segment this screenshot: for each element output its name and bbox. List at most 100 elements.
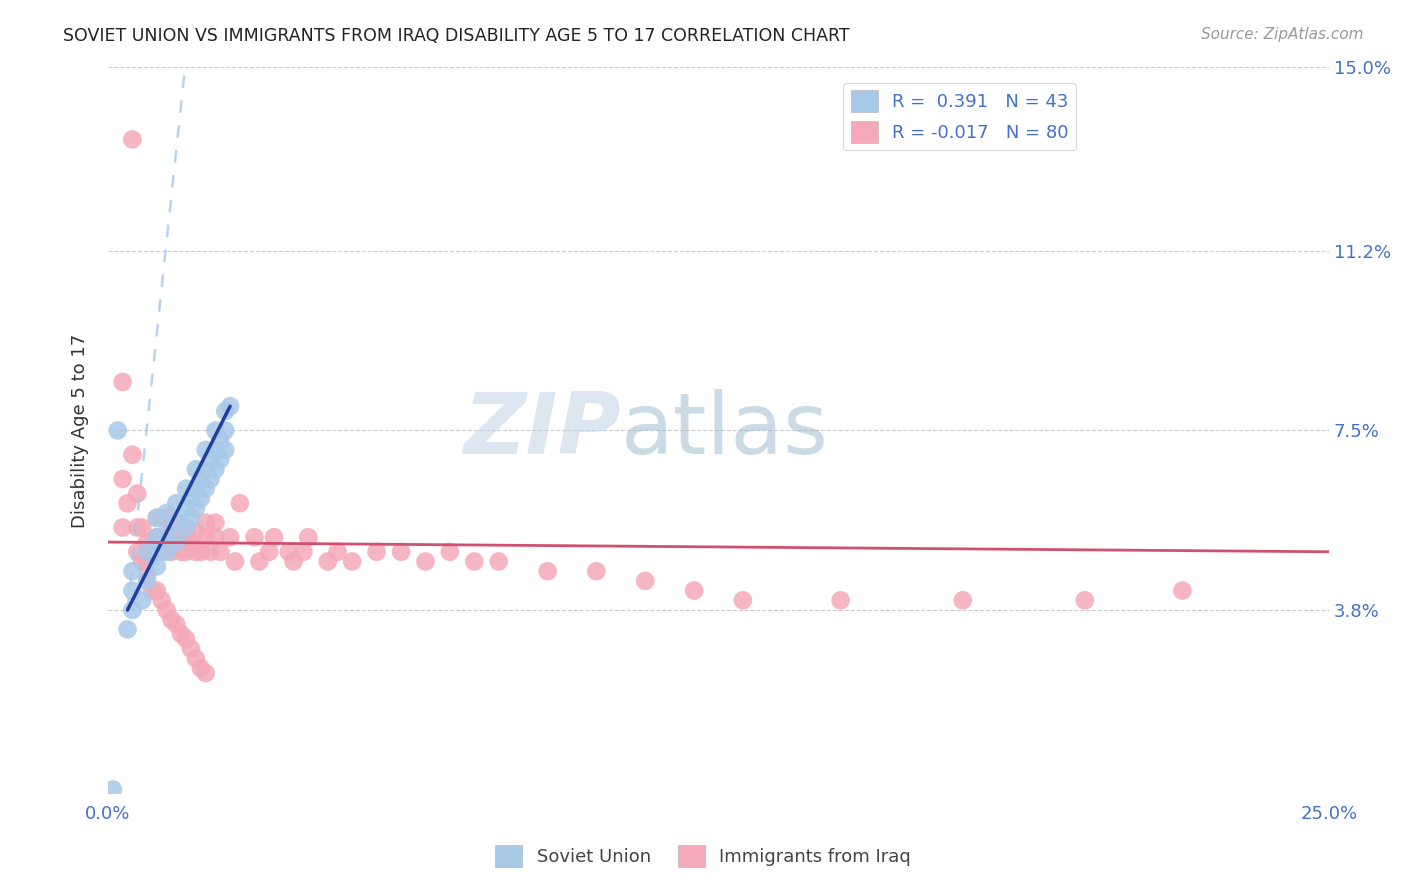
Point — [200, 472, 222, 486]
Point — [146, 530, 169, 544]
Point — [292, 545, 315, 559]
Point — [165, 535, 187, 549]
Point — [184, 651, 207, 665]
Point — [146, 530, 169, 544]
Point — [155, 545, 177, 559]
Point — [160, 613, 183, 627]
Point — [121, 583, 143, 598]
Point — [107, 424, 129, 438]
Point — [127, 520, 149, 534]
Point — [121, 603, 143, 617]
Point — [174, 632, 197, 646]
Point — [200, 545, 222, 559]
Point — [150, 545, 173, 559]
Point — [146, 559, 169, 574]
Point — [194, 666, 217, 681]
Point — [585, 564, 607, 578]
Point — [165, 617, 187, 632]
Point — [214, 404, 236, 418]
Point — [204, 516, 226, 530]
Point — [214, 424, 236, 438]
Text: atlas: atlas — [621, 389, 828, 472]
Point — [247, 554, 270, 568]
Point — [155, 506, 177, 520]
Point — [141, 545, 163, 559]
Point — [180, 491, 202, 506]
Point — [219, 530, 242, 544]
Point — [136, 545, 159, 559]
Point — [194, 442, 217, 457]
Point — [170, 627, 193, 641]
Point — [415, 554, 437, 568]
Point — [127, 545, 149, 559]
Text: ZIP: ZIP — [463, 389, 621, 472]
Point — [131, 520, 153, 534]
Point — [121, 564, 143, 578]
Point — [111, 520, 134, 534]
Point — [283, 554, 305, 568]
Point — [184, 462, 207, 476]
Point — [204, 442, 226, 457]
Point — [141, 583, 163, 598]
Legend: Soviet Union, Immigrants from Iraq: Soviet Union, Immigrants from Iraq — [488, 838, 918, 874]
Point — [229, 496, 252, 510]
Point — [536, 564, 558, 578]
Point — [389, 545, 412, 559]
Point — [1171, 583, 1194, 598]
Point — [439, 545, 461, 559]
Text: SOVIET UNION VS IMMIGRANTS FROM IRAQ DISABILITY AGE 5 TO 17 CORRELATION CHART: SOVIET UNION VS IMMIGRANTS FROM IRAQ DIS… — [63, 27, 849, 45]
Point — [219, 399, 242, 413]
Legend: R =  0.391   N = 43, R = -0.017   N = 80: R = 0.391 N = 43, R = -0.017 N = 80 — [844, 83, 1076, 151]
Point — [214, 442, 236, 457]
Point — [136, 554, 159, 568]
Point — [136, 535, 159, 549]
Point — [127, 486, 149, 500]
Point — [1074, 593, 1097, 607]
Point — [194, 530, 217, 544]
Point — [224, 554, 246, 568]
Point — [165, 516, 187, 530]
Point — [101, 782, 124, 797]
Point — [165, 516, 187, 530]
Point — [174, 501, 197, 516]
Point — [731, 593, 754, 607]
Point — [174, 482, 197, 496]
Point — [180, 511, 202, 525]
Point — [111, 375, 134, 389]
Point — [297, 530, 319, 544]
Text: Source: ZipAtlas.com: Source: ZipAtlas.com — [1201, 27, 1364, 42]
Point — [111, 472, 134, 486]
Point — [155, 511, 177, 525]
Point — [174, 520, 197, 534]
Point — [463, 554, 485, 568]
Point — [209, 452, 232, 467]
Point — [117, 496, 139, 510]
Point — [488, 554, 510, 568]
Point — [340, 554, 363, 568]
Point — [184, 482, 207, 496]
Point — [184, 525, 207, 540]
Point — [121, 448, 143, 462]
Point — [180, 641, 202, 656]
Point — [830, 593, 852, 607]
Point — [683, 583, 706, 598]
Point — [165, 535, 187, 549]
Point — [160, 520, 183, 534]
Point — [131, 593, 153, 607]
Point — [180, 535, 202, 549]
Point — [263, 530, 285, 544]
Point — [204, 462, 226, 476]
Point — [136, 574, 159, 588]
Point — [200, 452, 222, 467]
Point — [160, 545, 183, 559]
Point — [155, 525, 177, 540]
Point — [155, 603, 177, 617]
Point — [190, 491, 212, 506]
Point — [326, 545, 349, 559]
Point — [121, 132, 143, 146]
Point — [366, 545, 388, 559]
Point — [209, 545, 232, 559]
Point — [194, 482, 217, 496]
Point — [184, 501, 207, 516]
Point — [117, 623, 139, 637]
